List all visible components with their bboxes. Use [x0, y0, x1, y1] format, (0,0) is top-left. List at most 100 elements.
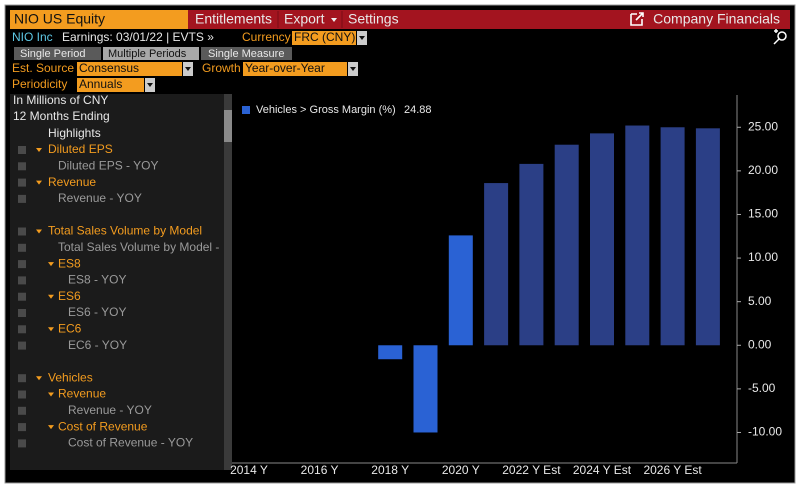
- label: Periodicity: [12, 77, 67, 91]
- tree-heading[interactable]: EC6: [58, 321, 82, 335]
- checkbox[interactable]: [18, 243, 26, 252]
- field[interactable]: [77, 62, 182, 76]
- bar[interactable]: [695, 128, 720, 346]
- currency[interactable]: FRC (CNY): [294, 30, 355, 44]
- expand-arrow[interactable]: [36, 229, 42, 234]
- section-heading: Highlights: [48, 126, 101, 140]
- tab-selected[interactable]: [103, 47, 199, 60]
- expand-arrow[interactable]: [36, 376, 42, 381]
- checkbox[interactable]: [18, 406, 26, 415]
- tab[interactable]: [201, 47, 292, 60]
- bar[interactable]: [413, 345, 438, 433]
- earnings[interactable]: Earnings: 03/01/22 | EVTS »: [62, 30, 214, 44]
- expand-arrow[interactable]: [36, 180, 42, 185]
- x-tick-label: 2020 Y: [442, 463, 480, 477]
- bar[interactable]: [448, 235, 473, 346]
- checkbox[interactable]: [18, 162, 26, 171]
- label: Est. Source: [12, 61, 74, 75]
- checkbox[interactable]: [18, 194, 26, 203]
- expand-arrow[interactable]: [48, 327, 54, 332]
- tree-item[interactable]: Diluted EPS - YOY: [58, 158, 159, 172]
- dropdown-arrow: [331, 18, 337, 22]
- link[interactable]: Company Financials: [653, 11, 780, 27]
- ticker[interactable]: NIO US Equity: [14, 11, 105, 27]
- menu-item[interactable]: Export: [284, 11, 325, 27]
- checkbox[interactable]: [18, 325, 26, 334]
- checkbox[interactable]: [18, 374, 26, 383]
- dropdown-arrow: [359, 36, 365, 40]
- field[interactable]: [77, 78, 144, 92]
- scroll-thumb[interactable]: [224, 110, 232, 142]
- tree-item[interactable]: ES6 - YOY: [68, 305, 126, 319]
- scrollbar[interactable]: [224, 94, 232, 470]
- dropdown-arrow: [185, 67, 191, 71]
- checkbox[interactable]: [18, 292, 26, 301]
- y-tick-label: -10.00: [748, 425, 782, 439]
- tree-heading[interactable]: Total Sales Volume by Model: [48, 224, 202, 238]
- search-icon: [773, 29, 780, 45]
- checkbox[interactable]: [18, 341, 26, 350]
- tree-heading[interactable]: ES8: [58, 256, 81, 270]
- checkbox[interactable]: [18, 227, 26, 236]
- legend-swatch: [242, 106, 250, 114]
- bar[interactable]: [484, 183, 509, 346]
- checkbox[interactable]: [18, 276, 26, 285]
- field-value[interactable]: Annuals: [79, 77, 122, 91]
- checkbox[interactable]: [18, 423, 26, 432]
- legend-label: Vehicles > Gross Margin (%): [256, 104, 396, 116]
- units: In Millions of CNY: [13, 93, 108, 107]
- checkbox[interactable]: [18, 439, 26, 448]
- currency-field[interactable]: [292, 31, 356, 45]
- x-tick-label: 2016 Y: [301, 463, 339, 477]
- field[interactable]: [243, 62, 347, 76]
- field-value[interactable]: Year-over-Year: [245, 61, 325, 75]
- tree-item[interactable]: EC6 - YOY: [68, 338, 127, 352]
- tree-item[interactable]: ES8 - YOY: [68, 273, 126, 287]
- menu-item[interactable]: Entitlements: [195, 11, 272, 27]
- tab[interactable]: [14, 47, 101, 60]
- tree-heading[interactable]: ES6: [58, 289, 81, 303]
- checkbox[interactable]: [18, 260, 26, 269]
- side-panel: [10, 94, 232, 470]
- link-icon: [630, 12, 644, 26]
- tab-label[interactable]: Multiple Periods: [108, 48, 187, 60]
- expand-arrow[interactable]: [48, 392, 54, 397]
- tree-item[interactable]: Revenue - YOY: [68, 403, 152, 417]
- search-icon[interactable]: [777, 31, 787, 41]
- tree-heading[interactable]: Cost of Revenue: [58, 419, 148, 433]
- y-tick-label: 5.00: [748, 294, 772, 308]
- bar[interactable]: [660, 127, 685, 346]
- ticker-box[interactable]: [10, 10, 188, 29]
- tree-item[interactable]: Cost of Revenue - YOY: [68, 436, 193, 450]
- bar[interactable]: [590, 133, 614, 346]
- label: Currency: [242, 30, 291, 44]
- menu-item[interactable]: Settings: [348, 11, 399, 27]
- tree-heading[interactable]: Revenue: [48, 175, 96, 189]
- field-value[interactable]: Consensus: [79, 61, 139, 75]
- expand-arrow[interactable]: [48, 294, 54, 299]
- tree-item[interactable]: Revenue - YOY: [58, 191, 142, 205]
- expand-arrow[interactable]: [48, 262, 54, 267]
- bar[interactable]: [378, 345, 403, 360]
- tree-heading[interactable]: Diluted EPS: [48, 142, 113, 156]
- checkbox[interactable]: [18, 178, 26, 187]
- y-tick-label: 20.00: [748, 163, 778, 177]
- bar[interactable]: [554, 144, 579, 346]
- checkbox[interactable]: [18, 146, 26, 154]
- company: NIO Inc: [12, 30, 53, 44]
- tree-heading[interactable]: Vehicles: [48, 370, 93, 384]
- tab-label[interactable]: Single Period: [20, 48, 85, 60]
- bar[interactable]: [519, 163, 544, 346]
- dropdown-arrow: [350, 67, 356, 71]
- expand-arrow[interactable]: [48, 425, 54, 430]
- tree: Diluted EPS Diluted EPS - YOY Revenue Reven…: [18, 142, 219, 450]
- tree-heading[interactable]: Revenue: [58, 387, 106, 401]
- checkbox[interactable]: [18, 390, 26, 399]
- expand-arrow[interactable]: [36, 148, 42, 152]
- checkbox[interactable]: [18, 309, 26, 317]
- bar[interactable]: [625, 125, 650, 346]
- tree-item[interactable]: Total Sales Volume by Model -: [58, 240, 219, 254]
- tab-label[interactable]: Single Measure: [208, 48, 284, 60]
